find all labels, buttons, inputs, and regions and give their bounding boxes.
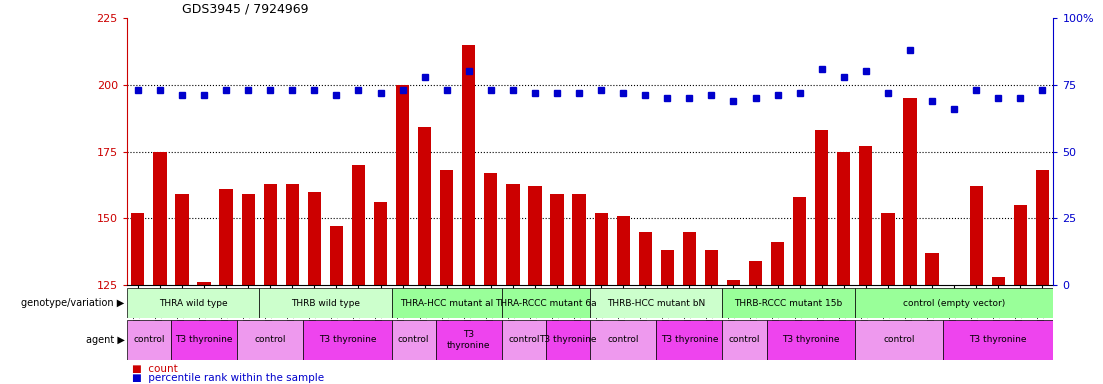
Text: ■  count: ■ count xyxy=(132,364,178,374)
Bar xyxy=(153,152,167,285)
Bar xyxy=(171,320,237,360)
Bar xyxy=(595,213,608,285)
Bar xyxy=(330,226,343,285)
Text: control: control xyxy=(508,336,539,344)
Bar xyxy=(462,45,475,285)
Text: THRB wild type: THRB wild type xyxy=(291,298,360,308)
Bar xyxy=(855,288,1053,318)
Bar xyxy=(392,288,502,318)
Text: control: control xyxy=(255,336,286,344)
Bar xyxy=(502,320,546,360)
Bar xyxy=(793,197,806,285)
Bar xyxy=(947,285,961,317)
Bar xyxy=(197,282,211,285)
Bar xyxy=(705,250,718,285)
Bar xyxy=(352,165,365,285)
Bar xyxy=(242,194,255,285)
Bar xyxy=(572,194,586,285)
Bar xyxy=(237,320,303,360)
Text: agent ▶: agent ▶ xyxy=(86,335,125,345)
Bar xyxy=(303,320,392,360)
Text: THRA-RCCC mutant 6a: THRA-RCCC mutant 6a xyxy=(495,298,597,308)
Text: control: control xyxy=(729,336,760,344)
Text: control: control xyxy=(608,336,639,344)
Text: T3 thyronine: T3 thyronine xyxy=(782,336,839,344)
Text: ■  percentile rank within the sample: ■ percentile rank within the sample xyxy=(132,373,324,383)
Bar xyxy=(374,202,387,285)
Bar xyxy=(440,170,453,285)
Bar xyxy=(683,232,696,285)
Bar xyxy=(418,127,431,285)
Bar xyxy=(855,320,943,360)
Bar xyxy=(484,173,497,285)
Bar xyxy=(656,320,722,360)
Text: T3
thyronine: T3 thyronine xyxy=(447,330,491,350)
Text: THRB-HCC mutant bN: THRB-HCC mutant bN xyxy=(607,298,706,308)
Text: control: control xyxy=(884,336,914,344)
Bar xyxy=(546,320,590,360)
Bar xyxy=(881,213,895,285)
Bar xyxy=(639,232,652,285)
Bar xyxy=(396,85,409,285)
Bar xyxy=(837,152,850,285)
Bar xyxy=(590,320,656,360)
Bar xyxy=(127,288,259,318)
Bar xyxy=(392,320,436,360)
Text: genotype/variation ▶: genotype/variation ▶ xyxy=(21,298,125,308)
Text: T3 thyronine: T3 thyronine xyxy=(539,336,597,344)
Bar xyxy=(1036,170,1049,285)
Bar xyxy=(903,98,917,285)
Bar xyxy=(661,250,674,285)
Text: THRA wild type: THRA wild type xyxy=(159,298,227,308)
Bar xyxy=(286,184,299,285)
Bar xyxy=(771,242,784,285)
Bar xyxy=(259,288,392,318)
Bar xyxy=(590,288,722,318)
Bar xyxy=(219,189,233,285)
Text: control (empty vector): control (empty vector) xyxy=(903,298,1005,308)
Bar xyxy=(722,288,855,318)
Bar xyxy=(1014,205,1027,285)
Bar xyxy=(502,288,590,318)
Bar xyxy=(943,320,1053,360)
Text: THRB-RCCC mutant 15b: THRB-RCCC mutant 15b xyxy=(735,298,843,308)
Text: T3 thyronine: T3 thyronine xyxy=(970,336,1027,344)
Bar xyxy=(550,194,564,285)
Text: control: control xyxy=(133,336,164,344)
Bar xyxy=(506,184,520,285)
Text: THRA-HCC mutant al: THRA-HCC mutant al xyxy=(400,298,493,308)
Bar xyxy=(175,194,189,285)
Bar xyxy=(970,186,983,285)
Text: T3 thyronine: T3 thyronine xyxy=(175,336,233,344)
Bar xyxy=(308,192,321,285)
Bar xyxy=(815,130,828,285)
Text: GDS3945 / 7924969: GDS3945 / 7924969 xyxy=(182,2,309,15)
Bar xyxy=(617,215,630,285)
Bar xyxy=(767,320,855,360)
Bar xyxy=(264,184,277,285)
Bar xyxy=(436,320,502,360)
Bar xyxy=(127,320,171,360)
Bar xyxy=(722,320,767,360)
Text: T3 thyronine: T3 thyronine xyxy=(661,336,718,344)
Bar xyxy=(992,277,1005,285)
Bar xyxy=(859,146,872,285)
Text: control: control xyxy=(398,336,429,344)
Bar xyxy=(131,213,144,285)
Bar xyxy=(925,253,939,285)
Text: T3 thyronine: T3 thyronine xyxy=(319,336,376,344)
Bar xyxy=(727,280,740,285)
Bar xyxy=(528,186,542,285)
Bar xyxy=(749,261,762,285)
